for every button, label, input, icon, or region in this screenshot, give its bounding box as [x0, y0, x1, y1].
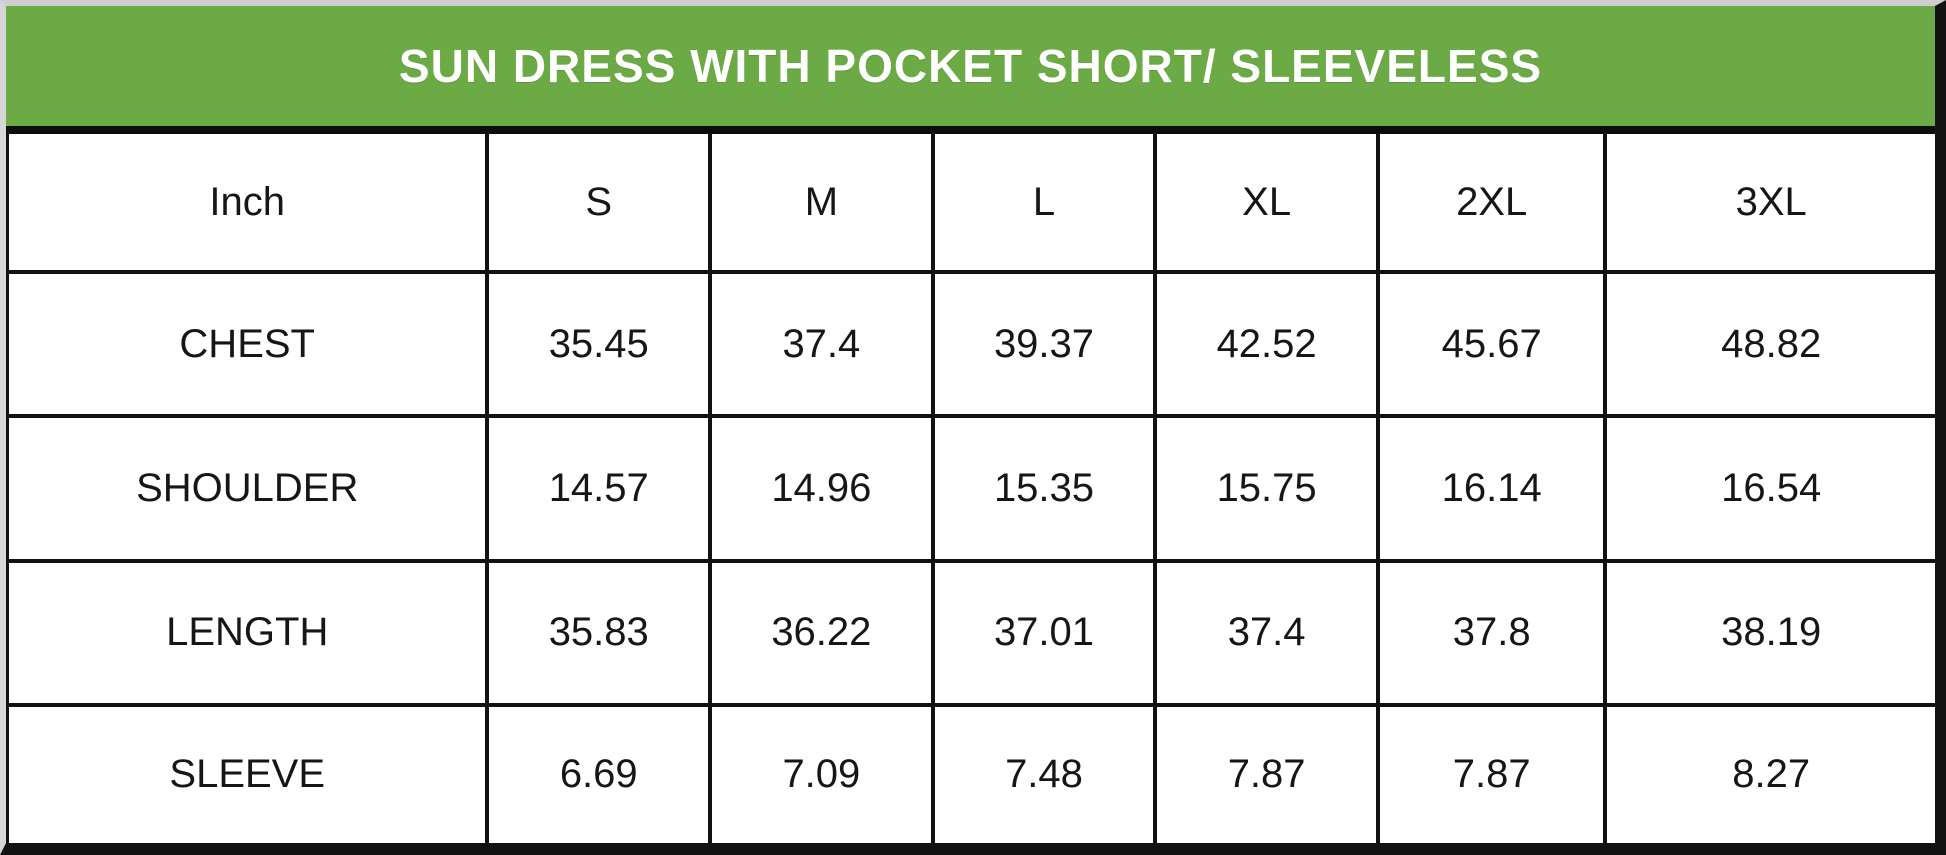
cell-chest-2xl: 45.67 [1375, 270, 1608, 419]
cell-shoulder-2xl: 16.14 [1375, 414, 1608, 563]
row-label-chest: CHEST [6, 270, 490, 419]
table-row-chest: CHEST 35.45 37.4 39.37 42.52 45.67 48.82 [6, 270, 1935, 419]
cell-chest-3xl: 48.82 [1603, 270, 1935, 419]
cell-chest-l: 39.37 [930, 270, 1158, 419]
cell-sleeve-l: 7.48 [930, 702, 1158, 843]
row-label-shoulder: SHOULDER [6, 414, 490, 563]
cell-length-m: 36.22 [708, 558, 935, 707]
size-header-cell-l: L [930, 134, 1158, 275]
cell-sleeve-2xl: 7.87 [1375, 702, 1608, 843]
cell-shoulder-3xl: 16.54 [1603, 414, 1935, 563]
cell-chest-s: 35.45 [485, 270, 713, 419]
table-row-sleeve: SLEEVE 6.69 7.09 7.48 7.87 7.87 8.27 [6, 702, 1935, 843]
cell-length-s: 35.83 [485, 558, 713, 707]
cell-length-3xl: 38.19 [1603, 558, 1935, 707]
cell-length-2xl: 37.8 [1375, 558, 1608, 707]
size-header-cell-s: S [485, 134, 713, 275]
row-label-length: LENGTH [6, 558, 490, 707]
cell-shoulder-xl: 15.75 [1153, 414, 1380, 563]
size-header-cell-3xl: 3XL [1603, 134, 1935, 275]
table-row-length: LENGTH 35.83 36.22 37.01 37.4 37.8 38.19 [6, 558, 1935, 707]
size-chart-title-bar: SUN DRESS WITH POCKET SHORT/ SLEEVELESS [6, 6, 1935, 134]
cell-shoulder-m: 14.96 [708, 414, 935, 563]
table-row-shoulder: SHOULDER 14.57 14.96 15.35 15.75 16.14 1… [6, 414, 1935, 563]
cell-shoulder-s: 14.57 [485, 414, 713, 563]
table-header-row: Inch S M L XL 2XL 3XL [6, 134, 1935, 275]
size-chart-table: Inch S M L XL 2XL 3XL CHEST 35.45 37.4 3… [6, 134, 1935, 843]
cell-chest-xl: 42.52 [1153, 270, 1380, 419]
unit-header-cell: Inch [6, 134, 490, 275]
cell-length-l: 37.01 [930, 558, 1158, 707]
cell-length-xl: 37.4 [1153, 558, 1380, 707]
cell-chest-m: 37.4 [708, 270, 935, 419]
size-header-cell-xl: XL [1153, 134, 1380, 275]
size-header-cell-2xl: 2XL [1375, 134, 1608, 275]
size-chart-title: SUN DRESS WITH POCKET SHORT/ SLEEVELESS [398, 40, 1543, 92]
cell-sleeve-3xl: 8.27 [1603, 702, 1935, 843]
cell-sleeve-s: 6.69 [485, 702, 713, 843]
cell-shoulder-l: 15.35 [930, 414, 1158, 563]
cell-sleeve-m: 7.09 [708, 702, 935, 843]
row-label-sleeve: SLEEVE [6, 702, 490, 843]
size-header-cell-m: M [708, 134, 935, 275]
cell-sleeve-xl: 7.87 [1153, 702, 1380, 843]
